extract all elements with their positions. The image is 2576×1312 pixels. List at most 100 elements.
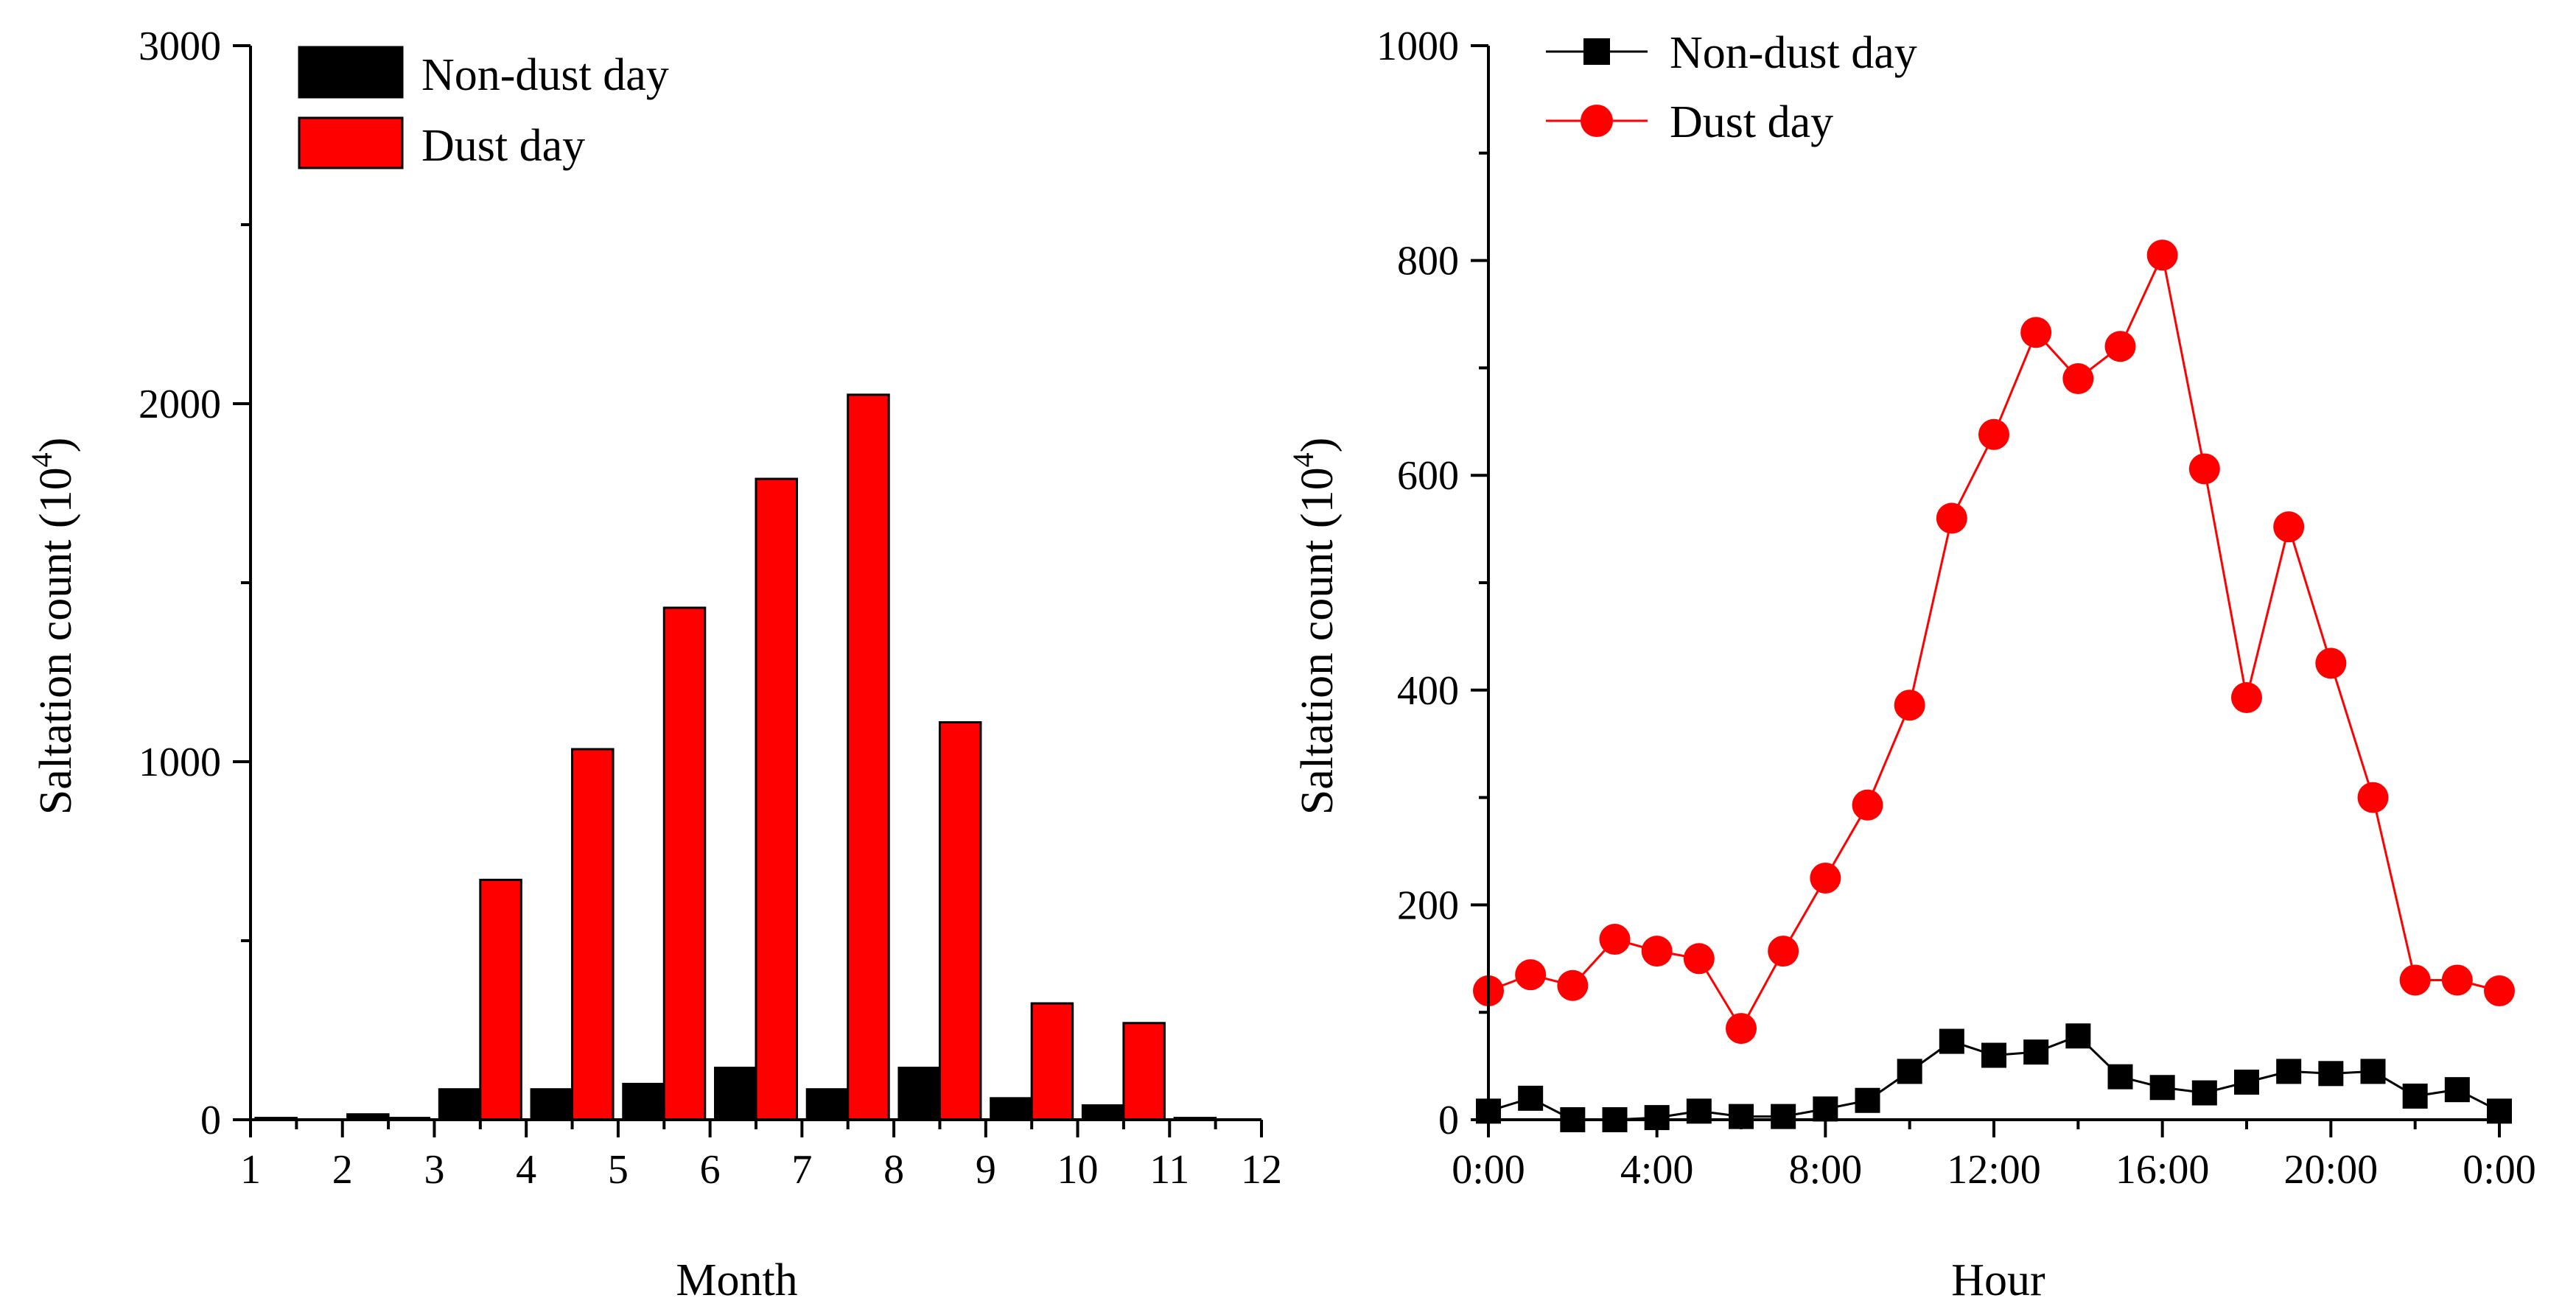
bar-non-dust-day-month-8 (897, 1067, 941, 1121)
marker-non-dust-day-hour-23 (2444, 1077, 2470, 1103)
y-tick-label-1000: 1000 (1376, 24, 1459, 69)
marker-dust-day-hour-19 (2273, 511, 2305, 543)
x-tick-label-4: 4 (516, 1147, 536, 1193)
y-tick-label-3000: 3000 (139, 24, 221, 69)
marker-dust-day-hour-23 (2441, 964, 2473, 996)
marker-dust-day-hour-15 (2104, 331, 2136, 362)
y-axis-title-right: Saltation count (104) (1287, 438, 1343, 815)
marker-dust-day-hour-18 (2231, 682, 2262, 714)
x-tick-label-8: 8 (883, 1147, 904, 1193)
marker-dust-day-hour-20 (2315, 648, 2347, 679)
marker-dust-day-hour-12 (1978, 418, 2009, 450)
marker-non-dust-day-hour-9 (1855, 1087, 1880, 1113)
bar-non-dust-day-month-3 (438, 1088, 482, 1121)
legend-label-non-dust-day: Non-dust day (421, 50, 669, 100)
marker-non-dust-day-hour-10 (1897, 1059, 1922, 1084)
bar-series-group (254, 393, 1258, 1121)
x-tick-label-5: 5 (608, 1147, 629, 1193)
marker-non-dust-day-hour-8 (1813, 1096, 1838, 1122)
x-tick-label-2: 2 (332, 1147, 353, 1193)
x-tick-label-1: 1 (240, 1147, 261, 1193)
marker-non-dust-day-hour-22 (2402, 1083, 2428, 1109)
marker-dust-day-hour-11 (1936, 502, 1967, 534)
marker-non-dust-day-hour-15 (2107, 1064, 2133, 1090)
marker-dust-day-hour-4 (1641, 936, 1673, 967)
legend-label-dust-day: Dust day (421, 121, 585, 171)
right-axes (1471, 44, 2501, 1137)
line-series-group (1488, 251, 2500, 1121)
marker-dust-day-hour-5 (1683, 943, 1715, 975)
x-axis-title-month: Month (676, 1255, 797, 1305)
legend-swatch-dust-day (298, 116, 404, 169)
marker-non-dust-day-hour-20 (2318, 1061, 2344, 1087)
legend-marker-square (1583, 38, 1610, 65)
bar-non-dust-day-month-4 (530, 1088, 574, 1121)
marker-dust-day-hour-2 (1557, 969, 1589, 1001)
bar-non-dust-day-month-10 (1081, 1104, 1125, 1121)
marker-dust-day-hour-8 (1810, 862, 1841, 894)
x-tick-label-0-00-6: 0:00 (2463, 1147, 2536, 1193)
x-tick-label-0-00-0: 0:00 (1452, 1147, 1525, 1193)
bar-dust-day-month-9 (1030, 1002, 1074, 1121)
legend-label-non-dust-day-line: Non-dust day (1670, 28, 1917, 78)
marker-dust-day-hour-17 (2188, 453, 2220, 485)
y-tick-label-800: 800 (1397, 239, 1459, 284)
marker-dust-day-hour-21 (2357, 782, 2389, 813)
marker-dust-day-hour-9 (1852, 789, 1883, 821)
x-tick-label-10: 10 (1057, 1147, 1099, 1193)
marker-non-dust-day-hour-17 (2191, 1080, 2217, 1106)
marker-non-dust-day-hour-21 (2360, 1059, 2386, 1084)
y-tick-label-200: 200 (1397, 883, 1459, 928)
marker-dust-day-hour-10 (1894, 690, 1925, 721)
x-tick-label-16-00-4: 16:00 (2115, 1147, 2210, 1193)
marker-non-dust-day-hour-19 (2276, 1059, 2302, 1084)
x-tick-label-6: 6 (700, 1147, 721, 1193)
marker-dust-day-hour-7 (1768, 936, 1799, 967)
x-tick-label-12: 12 (1241, 1147, 1282, 1193)
y-tick-label-0: 0 (200, 1098, 221, 1143)
marker-non-dust-day-hour-13 (2023, 1039, 2049, 1065)
bar-dust-day-month-7 (847, 393, 890, 1121)
bar-non-dust-day-month-9 (990, 1097, 1033, 1121)
y-tick-label-0: 0 (1438, 1098, 1459, 1143)
x-tick-label-7: 7 (791, 1147, 812, 1193)
bar-non-dust-day-month-5 (622, 1082, 665, 1121)
bar-dust-day-month-6 (755, 477, 799, 1121)
x-tick-label-9: 9 (976, 1147, 996, 1193)
marker-non-dust-day-hour-18 (2234, 1069, 2259, 1095)
marker-non-dust-day-hour-11 (1939, 1028, 1964, 1054)
x-tick-label-12-00-3: 12:00 (1947, 1147, 2041, 1193)
marker-dust-day-hour-6 (1726, 1013, 1757, 1045)
marker-dust-day-hour-22 (2399, 964, 2431, 996)
bar-dust-day-month-5 (662, 606, 707, 1121)
marker-dust-day-hour-14 (2062, 362, 2094, 394)
y-tick-label-2000: 2000 (139, 382, 221, 427)
legend-label-dust-day-line: Dust day (1670, 97, 1833, 147)
marker-dust-day-hour-13 (2020, 317, 2052, 348)
bar-non-dust-day-month-7 (805, 1088, 850, 1121)
x-tick-label-20-00-5: 20:00 (2284, 1147, 2379, 1193)
x-tick-label-11: 11 (1149, 1147, 1189, 1193)
marker-dust-day-hour-3 (1599, 924, 1631, 955)
hourly-line-chart: 0 200 400 600 800 1000 0:00 4:00 8:00 12:00 16:00 2… (1287, 24, 2536, 1305)
bar-dust-day-month-10 (1122, 1022, 1166, 1121)
bar-dust-day-month-4 (571, 748, 615, 1121)
legend-marker-circle (1581, 105, 1613, 137)
series-line-dust-day (1488, 251, 2500, 1031)
y-tick-label-400: 400 (1397, 668, 1459, 714)
marker-dust-day-hour-16 (2146, 239, 2178, 271)
y-axis-title-left: Saltation count (104) (25, 438, 81, 815)
legend-swatch-non-dust-day (298, 46, 404, 99)
x-tick-label-8-00-2: 8:00 (1789, 1147, 1863, 1193)
x-axis-title-hour: Hour (1951, 1255, 2045, 1305)
marker-non-dust-day-hour-16 (2149, 1075, 2175, 1101)
marker-dust-day-hour-24 (2484, 975, 2515, 1007)
x-tick-label-3: 3 (424, 1147, 444, 1193)
y-tick-label-600: 600 (1397, 453, 1459, 499)
right-tick-labels: 0 200 400 600 800 1000 0:00 4:00 8:00 12:00 16:00 2… (1376, 24, 2536, 1193)
bar-dust-day-month-3 (479, 878, 522, 1121)
left-axes (233, 44, 1263, 1137)
legend-left: Non-dust day Dust day (298, 46, 669, 171)
